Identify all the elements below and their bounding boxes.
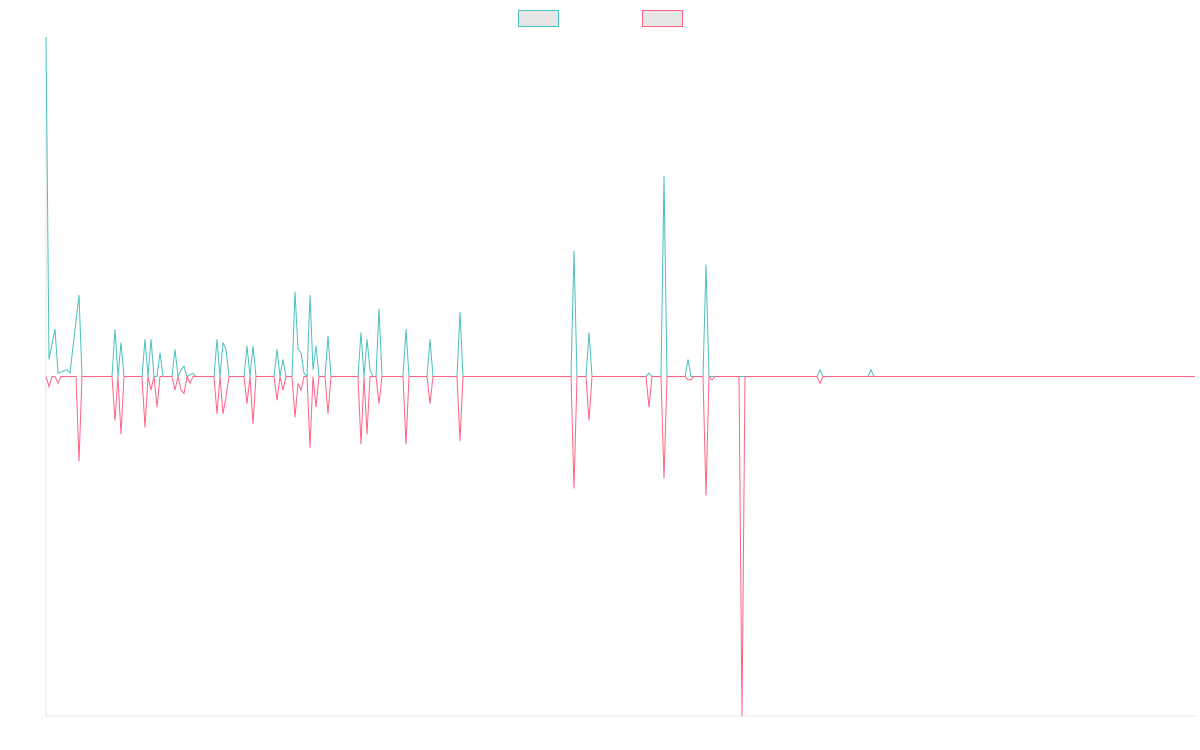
series-group	[45, 36, 1195, 717]
legend[interactable]	[518, 10, 683, 27]
legend-swatch-2[interactable]	[642, 10, 683, 27]
series-line-1	[45, 36, 1195, 379]
series-line-2	[45, 374, 1195, 717]
legend-swatch-1[interactable]	[518, 10, 559, 27]
